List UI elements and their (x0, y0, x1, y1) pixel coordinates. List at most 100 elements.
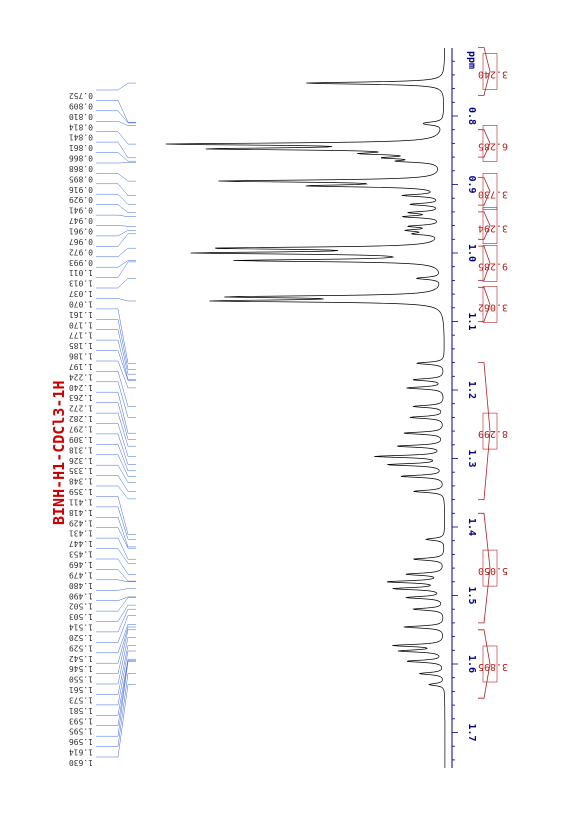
peak-connector (96, 597, 136, 612)
integral-region: 3.062 (478, 286, 508, 323)
integral-value: 3.240 (478, 69, 508, 80)
peak-label: 1.596 (69, 737, 93, 746)
peak-connector (96, 673, 136, 747)
peak-label: 1.197 (69, 362, 93, 371)
peak-connector (96, 339, 136, 380)
peak-label: 1.309 (69, 435, 93, 444)
integral-region: 3.294 (478, 207, 508, 244)
peak-label: 1.013 (69, 279, 93, 288)
peak-connector (96, 121, 136, 126)
peak-connector (96, 558, 136, 575)
integral-value-box (482, 645, 498, 683)
peak-connector (96, 615, 136, 643)
peak-label: 0.866 (69, 154, 93, 163)
integral-value: 3.294 (478, 223, 508, 234)
peak-connector (96, 588, 136, 591)
peak-label: 0.929 (69, 195, 93, 204)
peak-connector (96, 629, 136, 674)
peak-label: 1.546 (69, 664, 93, 673)
peak-label: 1.503 (69, 612, 93, 621)
peak-label: 0.895 (69, 174, 93, 183)
peak-label: 1.520 (69, 633, 93, 642)
ppm-axis: 0.8 0.9 1.0 1.1 1.2 1.3 1.4 1.5 1.6 1.7 ppm (451, 48, 477, 768)
peak-label: 1.595 (69, 727, 93, 736)
axis-tick-label: 1.7 (466, 723, 477, 741)
integral-bracket (478, 47, 491, 96)
axis-tick-label: 1.4 (466, 518, 477, 536)
peak-connector (96, 233, 136, 247)
peak-connector (96, 350, 136, 381)
integral-value-box (482, 245, 498, 282)
integral-region: 9.285 (478, 245, 508, 282)
peak-connector (96, 485, 136, 500)
peak-connector (96, 371, 136, 407)
peak-connector (96, 624, 136, 654)
integral-value: 9.285 (478, 260, 508, 271)
peak-label: 1.542 (69, 654, 93, 663)
peak-connector (96, 496, 136, 535)
integral-bracket (478, 512, 491, 624)
peak-label: 1.581 (69, 706, 93, 715)
peak-label: 1.011 (69, 268, 93, 277)
axis-tick-label: 1.2 (466, 381, 477, 399)
peak-connector (96, 454, 136, 477)
peak-label: 1.447 (69, 539, 93, 548)
peak-label: 1.561 (69, 685, 93, 694)
peak-connector (96, 183, 136, 196)
peak-connector (96, 517, 136, 548)
peak-label: 1.490 (69, 591, 93, 600)
integral-region: 3.895 (478, 629, 508, 699)
peak-label: 0.993 (69, 258, 93, 267)
peak-label: 1.348 (69, 477, 93, 486)
peak-label: 1.593 (69, 716, 93, 725)
peak-connector (96, 100, 136, 123)
peak-label: 1.479 (69, 570, 93, 579)
peak-label: 1.326 (69, 456, 93, 465)
peak-connector (96, 329, 136, 375)
integral-bracket (478, 629, 491, 699)
peak-connector (96, 152, 136, 162)
peak-connector (96, 412, 136, 447)
peak-connector (96, 464, 136, 483)
peak-connector (96, 391, 136, 434)
peak-label: 0.752 (69, 91, 93, 100)
integral-region: 3.730 (478, 173, 508, 210)
integral-bracket (478, 211, 491, 240)
peak-connector (96, 506, 136, 540)
peak-connector (96, 579, 136, 583)
peak-label: 1.614 (69, 748, 93, 757)
peak-label: 0.947 (69, 216, 93, 225)
peak-label: 1.550 (69, 675, 93, 684)
peak-connector (96, 626, 136, 664)
peak-connector (96, 298, 136, 302)
peak-connector (96, 604, 136, 622)
peak-label: 1.272 (69, 404, 93, 413)
peak-connector (96, 230, 136, 237)
integral-value-box (482, 125, 498, 162)
peak-label: 0.967 (69, 237, 93, 246)
peak-label: 1.630 (69, 758, 93, 767)
peak-connector (96, 684, 136, 758)
axis-tick-label: 0.8 (466, 107, 477, 125)
peak-connector (96, 444, 136, 472)
peak-label: 1.429 (69, 518, 93, 527)
peak-connector (96, 596, 136, 601)
axis-tick-label: 1.3 (466, 449, 477, 467)
peak-label: 0.868 (69, 164, 93, 173)
peak-connector-lines (96, 82, 136, 758)
peak-label: 0.810 (69, 112, 93, 121)
axis-tick-label: 1.0 (466, 244, 477, 262)
integral-region: 5.050 (478, 512, 508, 624)
peak-label: 1.185 (69, 341, 93, 350)
peak-label: 0.841 (69, 133, 93, 142)
peak-connector (96, 658, 136, 716)
peak-label: 1.453 (69, 550, 93, 559)
integral-value: 3.895 (478, 661, 508, 672)
peak-label: 1.480 (69, 581, 93, 590)
spectrum-trace-group (165, 48, 446, 768)
peak-connector (96, 402, 136, 440)
peak-connector (96, 527, 136, 549)
integral-region: 3.240 (478, 47, 508, 96)
